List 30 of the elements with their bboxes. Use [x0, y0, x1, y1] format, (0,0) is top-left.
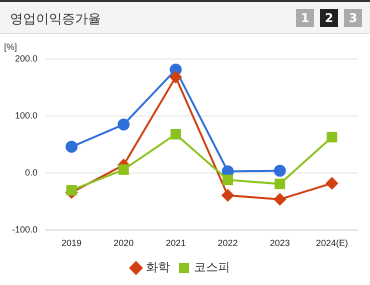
y-tick-label: 200.0 — [14, 53, 38, 64]
y-tick-label: 0.0 — [25, 168, 38, 178]
x-tick-label: 2023 — [270, 238, 290, 248]
point — [222, 189, 234, 202]
text: 1 — [296, 9, 314, 27]
x-tick-label: 2020 — [114, 238, 134, 248]
point — [326, 132, 338, 142]
chart-title: 영업이익증가율 — [10, 11, 101, 28]
point — [222, 174, 234, 186]
point — [66, 140, 78, 153]
point — [274, 164, 286, 177]
point — [326, 177, 338, 190]
point — [118, 118, 130, 131]
text: 2 — [320, 9, 338, 27]
legend-label: 화학 — [146, 260, 170, 274]
point — [274, 178, 286, 190]
point — [118, 164, 129, 175]
x-tick-label: 2022 — [218, 238, 238, 248]
point — [66, 184, 77, 196]
x-tick-label: 2021 — [166, 238, 186, 248]
y-tick-label: -100.0 — [12, 224, 38, 235]
legend-label: 코스피 — [194, 260, 230, 274]
point — [170, 71, 182, 84]
point — [274, 193, 286, 206]
y-axis-title: [%] — [4, 42, 18, 52]
point — [170, 128, 181, 140]
x-tick-label: 2019 — [62, 238, 82, 248]
x-tick-label: 2024(E) — [316, 238, 348, 248]
y-tick-label: 100.0 — [14, 110, 38, 120]
text: 3 — [344, 9, 362, 27]
